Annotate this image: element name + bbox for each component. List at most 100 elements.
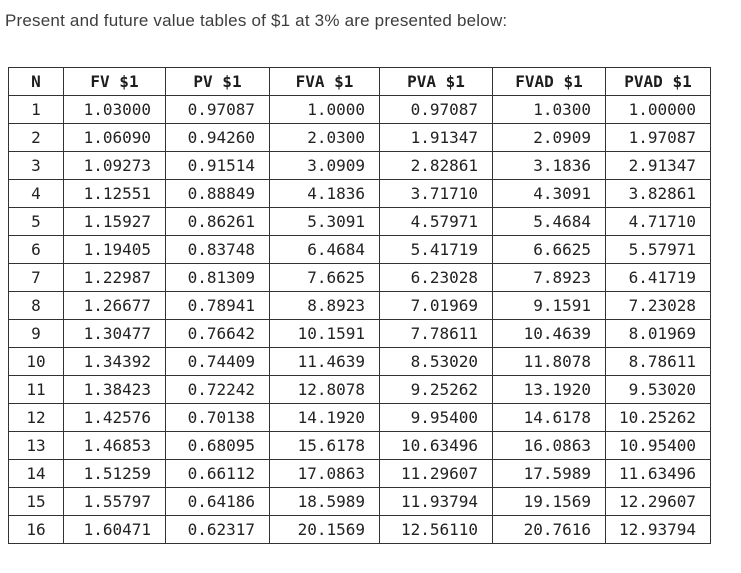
table-cell: 14 xyxy=(8,459,64,488)
table-cell: 10.1591 xyxy=(269,319,380,348)
table-cell: 7 xyxy=(8,263,64,292)
table-cell: 1.60471 xyxy=(63,515,166,544)
table-cell: 10.63496 xyxy=(379,431,493,460)
table-cell: 1.30477 xyxy=(63,319,166,348)
table-cell: 8.8923 xyxy=(269,291,380,320)
table-row: 1 1.03000 0.97087 1.0000 0.97087 1.0300 1.0000… xyxy=(8,95,711,124)
table-row: 6 1.19405 0.83748 6.4684 5.41719 6.6625 5.5797… xyxy=(8,235,711,264)
table-cell: 5 xyxy=(8,207,64,236)
table-row: 11 1.38423 0.72242 12.8078 9.25262 13.1920 9.5… xyxy=(8,375,711,404)
table-cell: 1.03000 xyxy=(63,95,166,124)
table-cell: 5.41719 xyxy=(379,235,493,264)
table-cell: 0.86261 xyxy=(165,207,270,236)
table-cell: 12.29607 xyxy=(605,487,711,516)
table-row: 5 1.15927 0.86261 5.3091 4.57971 5.4684 4.7171… xyxy=(8,207,711,236)
table-row: 13 1.46853 0.68095 15.6178 10.63496 16.0863 10… xyxy=(8,431,711,460)
table-row: 12 1.42576 0.70138 14.1920 9.95400 14.6178 10.… xyxy=(8,403,711,432)
table-cell: 1.26677 xyxy=(63,291,166,320)
table-cell: 17.5989 xyxy=(492,459,606,488)
table-row: 4 1.12551 0.88849 4.1836 3.71710 4.3091 3.8286… xyxy=(8,179,711,208)
table-cell: 8.01969 xyxy=(605,319,711,348)
table-row: 2 1.06090 0.94260 2.0300 1.91347 2.0909 1.9708… xyxy=(8,123,711,152)
table-row: 7 1.22987 0.81309 7.6625 6.23028 7.8923 6.4171… xyxy=(8,263,711,292)
table-cell: 8.53020 xyxy=(379,347,493,376)
table-cell: 7.01969 xyxy=(379,291,493,320)
table-cell: 4.71710 xyxy=(605,207,711,236)
column-header: PV $1 xyxy=(165,67,270,96)
column-header: PVA $1 xyxy=(379,67,493,96)
table-cell: 1.19405 xyxy=(63,235,166,264)
table-header-row: N FV $1 PV $1 FVA $1 PVA $1 FVAD $1 PVAD $1 xyxy=(8,67,711,96)
table-cell: 10.4639 xyxy=(492,319,606,348)
table-row: 14 1.51259 0.66112 17.0863 11.29607 17.5989 11… xyxy=(8,459,711,488)
table-cell: 11.4639 xyxy=(269,347,380,376)
table-cell: 2.0909 xyxy=(492,123,606,152)
table-cell: 10 xyxy=(8,347,64,376)
table-cell: 16 xyxy=(8,515,64,544)
table-cell: 7.8923 xyxy=(492,263,606,292)
table-cell: 3.71710 xyxy=(379,179,493,208)
table-cell: 1.97087 xyxy=(605,123,711,152)
column-header: PVAD $1 xyxy=(605,67,711,96)
table-cell: 1.06090 xyxy=(63,123,166,152)
table-row: 8 1.26677 0.78941 8.8923 7.01969 9.1591 7.2302… xyxy=(8,291,711,320)
table-cell: 1.38423 xyxy=(63,375,166,404)
table-cell: 12.56110 xyxy=(379,515,493,544)
table-row: 15 1.55797 0.64186 18.5989 11.93794 19.1569 12… xyxy=(8,487,711,516)
table-cell: 9.53020 xyxy=(605,375,711,404)
table-cell: 12.8078 xyxy=(269,375,380,404)
table-cell: 5.3091 xyxy=(269,207,380,236)
table-cell: 1.34392 xyxy=(63,347,166,376)
table-cell: 11.8078 xyxy=(492,347,606,376)
table-cell: 0.68095 xyxy=(165,431,270,460)
table-cell: 6.23028 xyxy=(379,263,493,292)
table-cell: 0.88849 xyxy=(165,179,270,208)
table-cell: 2.82861 xyxy=(379,151,493,180)
table-cell: 5.57971 xyxy=(605,235,711,264)
table-cell: 1.12551 xyxy=(63,179,166,208)
table-cell: 11.63496 xyxy=(605,459,711,488)
table-row: 16 1.60471 0.62317 20.1569 12.56110 20.7616 12… xyxy=(8,515,711,544)
table-cell: 16.0863 xyxy=(492,431,606,460)
table-cell: 2.0300 xyxy=(269,123,380,152)
table-cell: 6.6625 xyxy=(492,235,606,264)
table-cell: 9.1591 xyxy=(492,291,606,320)
table-cell: 2 xyxy=(8,123,64,152)
table-row: 3 1.09273 0.91514 3.0909 2.82861 3.1836 2.9134… xyxy=(8,151,711,180)
table-cell: 8 xyxy=(8,291,64,320)
table-cell: 17.0863 xyxy=(269,459,380,488)
table-cell: 14.6178 xyxy=(492,403,606,432)
table-row: 10 1.34392 0.74409 11.4639 8.53020 11.8078 8.7… xyxy=(8,347,711,376)
table-cell: 12.93794 xyxy=(605,515,711,544)
table-cell: 1.91347 xyxy=(379,123,493,152)
table-cell: 13 xyxy=(8,431,64,460)
column-header: FV $1 xyxy=(63,67,166,96)
column-header: FVA $1 xyxy=(269,67,380,96)
table-cell: 18.5989 xyxy=(269,487,380,516)
table-body: 1 1.03000 0.97087 1.0000 0.97087 1.0300 1.0000… xyxy=(8,95,711,544)
column-header: FVAD $1 xyxy=(492,67,606,96)
table-cell: 12 xyxy=(8,403,64,432)
table-cell: 2.91347 xyxy=(605,151,711,180)
table-cell: 6.41719 xyxy=(605,263,711,292)
table-cell: 0.83748 xyxy=(165,235,270,264)
table-cell: 1.0000 xyxy=(269,95,380,124)
table-cell: 1.22987 xyxy=(63,263,166,292)
table-cell: 0.97087 xyxy=(165,95,270,124)
table-cell: 19.1569 xyxy=(492,487,606,516)
table-cell: 1.51259 xyxy=(63,459,166,488)
table-row: 9 1.30477 0.76642 10.1591 7.78611 10.4639 8.01… xyxy=(8,319,711,348)
table-cell: 0.91514 xyxy=(165,151,270,180)
table-cell: 7.6625 xyxy=(269,263,380,292)
table-cell: 3.1836 xyxy=(492,151,606,180)
table-cell: 0.62317 xyxy=(165,515,270,544)
table-cell: 11.93794 xyxy=(379,487,493,516)
table-cell: 1.15927 xyxy=(63,207,166,236)
table-cell: 20.7616 xyxy=(492,515,606,544)
table-cell: 9.95400 xyxy=(379,403,493,432)
table-cell: 4 xyxy=(8,179,64,208)
table-cell: 0.64186 xyxy=(165,487,270,516)
table-cell: 3 xyxy=(8,151,64,180)
